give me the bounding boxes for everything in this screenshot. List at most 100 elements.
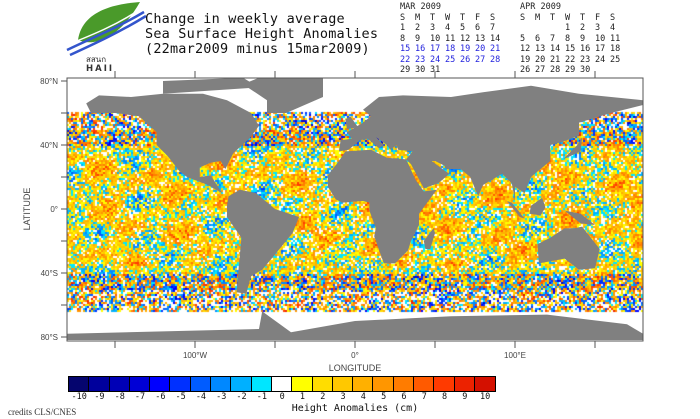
calendar-day: 22 — [565, 54, 576, 65]
land-greenland — [243, 77, 323, 113]
colorbar-swatch — [129, 377, 151, 391]
x-axis-label: LONGITUDE — [329, 363, 382, 372]
calendar-march: MAR 2009 S M T W T F S 1 2 3 4 5 6 7 8 9 10 11 12 13 14 15 16 17… — [400, 2, 505, 76]
calendar-day: 27 — [535, 65, 546, 75]
land-antarctica — [67, 311, 643, 340]
weekday-label: T — [580, 12, 586, 23]
logo-text-thai: สสนก — [86, 55, 106, 64]
lon-tick-label: 100°E — [504, 351, 526, 360]
land-north-america — [86, 93, 259, 197]
lat-tick-label: 80°S — [41, 333, 58, 342]
calendar-day: 8 — [400, 33, 406, 44]
land-africa — [327, 149, 437, 264]
colorbar-swatch — [190, 377, 212, 391]
calendar-day: 11 — [445, 33, 456, 44]
calendar-day: 6 — [475, 23, 481, 33]
axis-ticks — [61, 71, 596, 348]
lat-tick-label: 40°S — [41, 269, 58, 278]
colorbar-tick-label: -9 — [94, 392, 105, 402]
calendar-day: 17 — [430, 44, 441, 54]
colorbar-swatch — [454, 377, 475, 391]
colorbar-tick-label: 1 — [299, 392, 305, 402]
calendar-day: 7 — [550, 33, 556, 44]
calendar-day: 18 — [445, 44, 456, 54]
colorbar-tick-label: 4 — [360, 392, 366, 402]
title-line-2: Sea Surface Height Anomalies — [145, 26, 379, 42]
colorbar-swatch — [434, 377, 455, 391]
calendar-day: 6 — [535, 33, 541, 44]
calendar-day: 17 — [595, 44, 606, 54]
lat-tick-label: 80°N — [40, 77, 58, 86]
calendar-day: 13 — [475, 33, 486, 44]
calendar-day: 28 — [490, 54, 501, 65]
calendar-day: 29 — [565, 65, 576, 75]
colorbar-swatch — [69, 377, 90, 391]
colorbar-tick-label: 8 — [441, 392, 448, 402]
calendar-day: 21 — [550, 54, 561, 65]
calendar-day: 24 — [595, 54, 606, 65]
calendar-day: 12 — [520, 44, 531, 54]
colorbar-swatch — [271, 377, 293, 391]
calendar-day: 25 — [610, 54, 621, 65]
colorbar-tick-label: 10 — [480, 392, 491, 402]
land-eurasia — [339, 85, 643, 201]
lon-tick-label: 100°W — [183, 351, 208, 360]
calendar-day: 9 — [415, 33, 421, 44]
world-map: 80°N 40°N 0° 40°S 80°S 100°W 0° 100°E LATITUDE… — [22, 71, 644, 372]
colorbar-swatch — [170, 377, 191, 391]
calendar-day: 7 — [490, 23, 496, 33]
calendar-day: 5 — [520, 33, 526, 44]
weekday-label: W — [445, 12, 451, 23]
calendar-day: 16 — [580, 44, 591, 54]
weekday-label: W — [565, 12, 571, 23]
chart-title: Change in weekly average Sea Surface Hei… — [145, 12, 378, 57]
colorbar-tick-label: 0 — [279, 392, 285, 402]
calendar-day: 26 — [460, 54, 471, 65]
calendar-day: 13 — [535, 44, 546, 54]
calendar-day: 27 — [475, 54, 486, 65]
colorbar-tick-label: 5 — [381, 392, 387, 402]
colorbar-swatch — [251, 377, 272, 391]
colorbar-tick-label: -6 — [155, 392, 166, 402]
calendar-day: 28 — [550, 65, 561, 75]
lon-tick-label: 0° — [351, 351, 359, 360]
calendar-day: 4 — [445, 23, 451, 33]
lat-tick-label: 40°N — [40, 141, 58, 150]
colorbar-tick-label: -10 — [71, 392, 87, 402]
land-uk — [345, 116, 359, 129]
colorbar-tick-label: 6 — [401, 392, 407, 402]
title-line-3: (22mar2009 minus 15mar2009) — [145, 41, 370, 57]
calendar-day: 30 — [580, 65, 591, 75]
calendar-day: 23 — [415, 54, 426, 65]
calendar-day: 25 — [445, 54, 456, 65]
colorbar-tick-label: 7 — [421, 392, 427, 402]
calendar-day: 21 — [490, 44, 501, 54]
colorbar-swatch — [109, 377, 130, 391]
calendar-day: 11 — [610, 33, 621, 44]
weekday-label: T — [460, 12, 466, 23]
calendar-day: 24 — [430, 54, 441, 65]
calendar-day: 4 — [610, 23, 616, 33]
colorbar-title: Height Anomalies (cm) — [291, 403, 419, 414]
colorbar-tick-label: -4 — [195, 392, 207, 402]
colorbar-tick-label: -8 — [114, 392, 125, 402]
colorbar-swatch — [332, 377, 354, 391]
colorbar-swatch — [211, 377, 232, 391]
calendar-day: 1 — [565, 23, 571, 33]
colorbar-swatch — [393, 377, 415, 391]
land-south-america — [227, 189, 299, 294]
calendar-day: 14 — [490, 33, 501, 44]
land-madagascar — [423, 228, 435, 249]
y-axis-label: LATITUDE — [22, 188, 32, 231]
calendar-day: 3 — [595, 23, 601, 33]
calendar-day: 10 — [430, 33, 441, 44]
colorbar-tick-label: -1 — [256, 392, 267, 402]
calendar-day: 29 — [400, 65, 411, 75]
colorbar-tick-label: -3 — [216, 392, 227, 402]
colorbar-tick-label: 9 — [462, 392, 468, 402]
land-masses — [67, 77, 643, 340]
colorbar-tick-label: 2 — [320, 392, 326, 402]
land-arctic-islands — [163, 77, 259, 94]
colorbar-swatch — [373, 377, 394, 391]
weekday-label: S — [610, 12, 616, 23]
